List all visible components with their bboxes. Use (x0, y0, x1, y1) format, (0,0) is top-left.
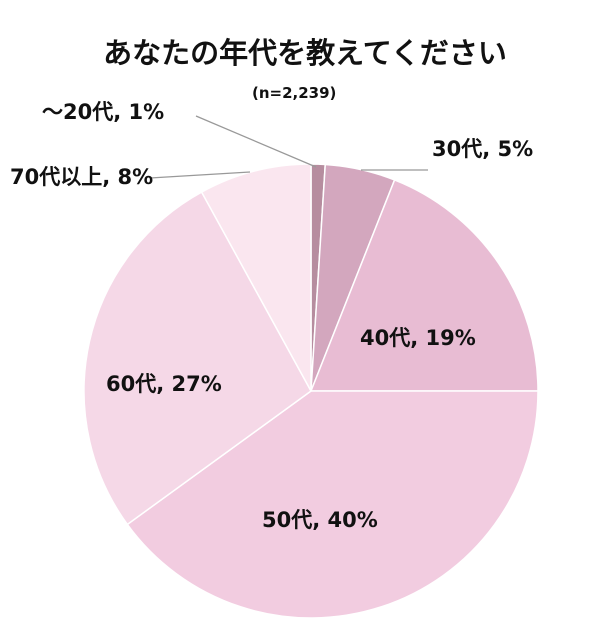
leader-line-2 (149, 171, 251, 179)
pie-slice-3 (126, 390, 539, 619)
pie-slice-5 (200, 163, 312, 392)
chart-title: あなたの年代を教えてください (103, 36, 507, 70)
pie-slice-4 (83, 191, 312, 526)
label-under20: ～20代, 1% (42, 100, 165, 124)
chart-subtitle: (n=2,239) (252, 84, 337, 102)
label-70s: 70代以上, 8% (10, 165, 154, 189)
label-30s: 30代, 5% (432, 137, 534, 161)
pie-slice-2 (309, 178, 539, 392)
label-40s: 40代, 19% (360, 326, 476, 350)
label-50s: 50代, 40% (262, 508, 378, 532)
leader-line-0 (195, 115, 317, 168)
label-60s: 60代, 27% (106, 372, 222, 396)
